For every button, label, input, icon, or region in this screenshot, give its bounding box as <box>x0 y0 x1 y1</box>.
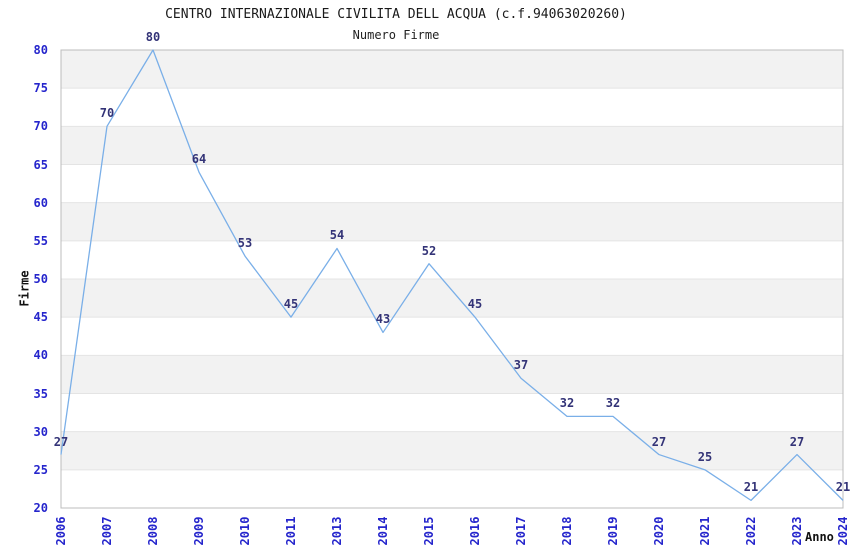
data-label: 80 <box>145 30 161 44</box>
x-tick-label: 2010 <box>238 516 252 546</box>
series-line <box>60 49 844 502</box>
y-tick-label: 65 <box>33 157 48 172</box>
y-tick-label: 40 <box>33 348 48 363</box>
data-label: 43 <box>375 312 391 327</box>
x-axis-title: Anno <box>805 530 834 544</box>
data-label: 37 <box>513 358 529 373</box>
data-label: 64 <box>191 152 207 167</box>
grid-band <box>61 202 843 241</box>
x-tick-label: 2011 <box>284 516 298 546</box>
x-tick-label: 2021 <box>698 516 712 546</box>
data-label: 32 <box>559 396 575 411</box>
grid-band <box>61 50 843 89</box>
plot-frame <box>60 49 844 509</box>
grid-band <box>61 355 843 394</box>
data-label: 25 <box>697 449 713 464</box>
y-tick-label: 80 <box>33 43 48 57</box>
grid-band <box>61 126 843 165</box>
x-tick-label: 2006 <box>54 516 68 546</box>
y-tick-label: 25 <box>33 462 48 477</box>
y-tick-label: 30 <box>33 424 48 439</box>
y-tick-label: 50 <box>33 272 48 286</box>
y-tick-label: 55 <box>33 233 48 248</box>
x-tick-label: 2008 <box>146 516 160 546</box>
data-label: 54 <box>329 228 345 243</box>
data-label: 21 <box>743 480 759 495</box>
data-label: 27 <box>53 434 69 449</box>
x-tick-label: 2019 <box>606 516 620 546</box>
grid-band <box>61 279 843 318</box>
y-tick-label: 35 <box>33 386 48 401</box>
chart-title: CENTRO INTERNAZIONALE CIVILITA DELL ACQU… <box>165 7 627 22</box>
data-label: 32 <box>605 396 621 411</box>
x-tick-label: 2024 <box>836 516 850 546</box>
x-tick-label: 2015 <box>422 516 436 546</box>
y-tick-label: 45 <box>33 310 48 325</box>
x-tick-label: 2014 <box>376 516 390 546</box>
x-tick-label: 2013 <box>330 516 344 546</box>
y-tick-label: 20 <box>33 501 48 515</box>
data-label: 70 <box>99 106 115 121</box>
x-tick-label: 2017 <box>514 516 528 546</box>
y-tick-label: 70 <box>33 119 48 134</box>
x-tick-label: 2018 <box>560 516 574 546</box>
x-tick-label: 2020 <box>652 516 666 546</box>
x-tick-label: 2023 <box>790 516 804 546</box>
x-tick-label: 2022 <box>744 516 758 546</box>
grid-band <box>61 431 843 470</box>
y-tick-label: 75 <box>33 81 48 96</box>
x-tick-label: 2007 <box>100 516 114 546</box>
y-tick-label: 60 <box>33 195 48 210</box>
data-label: 45 <box>283 297 299 312</box>
x-tick-label: 2009 <box>192 516 206 546</box>
data-label: 27 <box>789 434 805 449</box>
data-label: 45 <box>467 297 483 312</box>
data-label: 21 <box>835 480 850 495</box>
x-tick-label: 2016 <box>468 516 482 546</box>
data-label: 52 <box>421 243 437 258</box>
data-label: 27 <box>651 434 667 449</box>
data-label: 53 <box>237 236 253 251</box>
chart-subtitle: Numero Firme <box>352 28 440 42</box>
